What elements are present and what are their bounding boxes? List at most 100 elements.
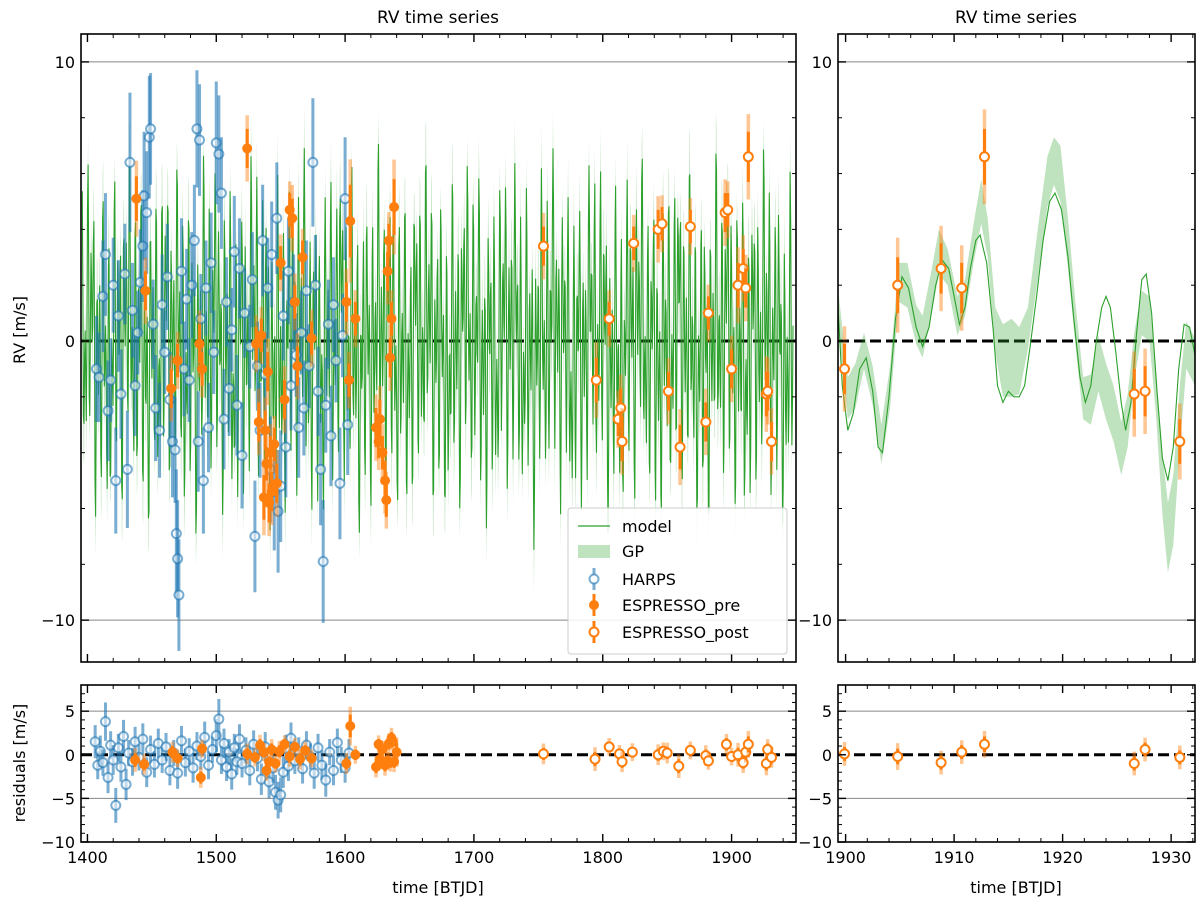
main-harps-point [141,207,153,219]
main-espresso_pre-point [194,338,205,349]
main-espresso_pre-point [172,355,183,366]
resid-main-espresso_pre-point [345,720,356,731]
main-espresso_pre-point [297,252,308,263]
resid-main-espresso_pre-point [295,754,306,765]
main-harps-point [105,374,117,386]
main-y-tick-label: −10 [41,611,75,630]
resid-main-x-tick-label: 1800 [582,848,623,867]
main-espresso_post-point [702,307,714,319]
main-harps-point [156,299,168,311]
main-harps-point [203,422,215,434]
resid-main-espresso_pre-point [258,747,269,758]
resid-main-espresso_pre-point [242,748,253,759]
resid-main-harps-point [97,757,109,769]
main-harps-point [192,436,204,448]
resid-zoom-espresso_post-point [978,738,990,750]
main-espresso_post-point [700,416,712,428]
resid-main-espresso_post-point [589,753,601,765]
resid-zoom-x-tick-label: 1920 [1042,848,1083,867]
main-harps-point [169,444,181,456]
resid-main-espresso_pre-point [130,755,141,766]
legend-model-label: model [622,517,672,536]
main-espresso_pre-point [383,235,394,246]
resid-main-harps-point [112,742,124,754]
legend-gp-swatch [578,545,610,558]
resid-zoom-x-tick-label: 1910 [934,848,975,867]
resid-main-harps-point [218,737,230,749]
main-harps-point [183,374,195,386]
resid-zoom-x-tick-label: 1900 [825,848,866,867]
main-espresso_pre-point [256,330,267,341]
resid-main-y-tick-label: 5 [65,702,75,721]
resid-main-espresso_pre-point [350,749,361,760]
main-harps-point [312,385,324,397]
legend-harps-label: HARPS [622,570,676,589]
main-espresso_pre-point [380,475,391,486]
main-espresso_pre-point [389,202,400,213]
main-y-tick-label: 0 [65,332,75,351]
main-espresso_pre-point [253,416,264,427]
resid-main-harps-point [331,737,343,749]
main-harps-point [307,156,319,168]
zoom-y-tick-label: 0 [822,332,832,351]
main-harps-point [110,475,122,487]
main-espresso_pre-point [262,366,273,377]
main-harps-point [129,380,141,392]
legend-espresso-post-label: ESPRESSO_post [622,623,749,643]
resid-main-espresso_pre-point [172,753,183,764]
resid-main-espresso_post-point [616,756,628,768]
resid-main-espresso_post-point [702,755,714,767]
main-harps-point [107,279,119,291]
main-espresso_post-point [684,221,696,233]
resid-main-espresso_pre-point [377,744,388,755]
main-harps-point [325,430,337,442]
main-harps-point [226,324,238,336]
main-harps-point [208,346,220,358]
resid-main-harps-point [213,713,225,725]
resid-main-harps-point [137,733,149,745]
resid-main-harps-point [175,735,187,747]
main-espresso_post-point [662,385,674,397]
main-harps-point [124,156,136,168]
main-harps-point [159,346,171,358]
main-harps-point [127,304,139,316]
main-espresso_post-point [616,436,628,448]
main-espresso_pre-point [131,193,142,204]
resid-main-harps-point [107,754,119,766]
resid-main-espresso_pre-point [195,772,206,783]
main-harps-point [342,419,354,431]
main-espresso_pre-point [292,361,303,372]
main-espresso_pre-point [289,296,300,307]
main-harps-point [215,187,227,199]
resid-zoom-espresso_post-point [1139,744,1151,756]
main-harps-point [315,463,327,475]
main-harps-point [293,422,305,434]
main-espresso_pre-point [385,352,396,363]
zoom-espresso_post-point [956,282,968,294]
resid-main-espresso_pre-point [270,758,281,769]
zoom-espresso_post-point [1174,436,1186,448]
main-espresso_post-point [742,151,754,163]
resid-main-espresso_pre-point [306,753,317,764]
main-espresso_pre-point [287,213,298,224]
resid-main-espresso_pre-point [261,765,272,776]
resid-main-espresso_pre-point [274,746,285,757]
resid-main-harps-point [110,799,122,811]
resid-main-harps-point [160,741,172,753]
resid-zoom-frame [837,684,1196,843]
resid-zoom-series-group [839,730,1186,776]
zoom-series-group [839,109,1186,480]
resid-main-harps-point [187,762,199,774]
main-harps-point [236,449,248,461]
main-harps-point [271,212,283,224]
main-harps-point [337,329,349,341]
main-harps-point [239,307,251,319]
main-harps-point [181,293,193,305]
zoom-x-axis-label: time [BTJD] [970,878,1062,897]
resid-zoom-y-tick-label: 5 [822,702,832,721]
main-espresso_post-point [726,363,738,375]
resid-main-y-tick-label: −10 [41,833,75,852]
main-espresso_pre-point [386,313,397,324]
